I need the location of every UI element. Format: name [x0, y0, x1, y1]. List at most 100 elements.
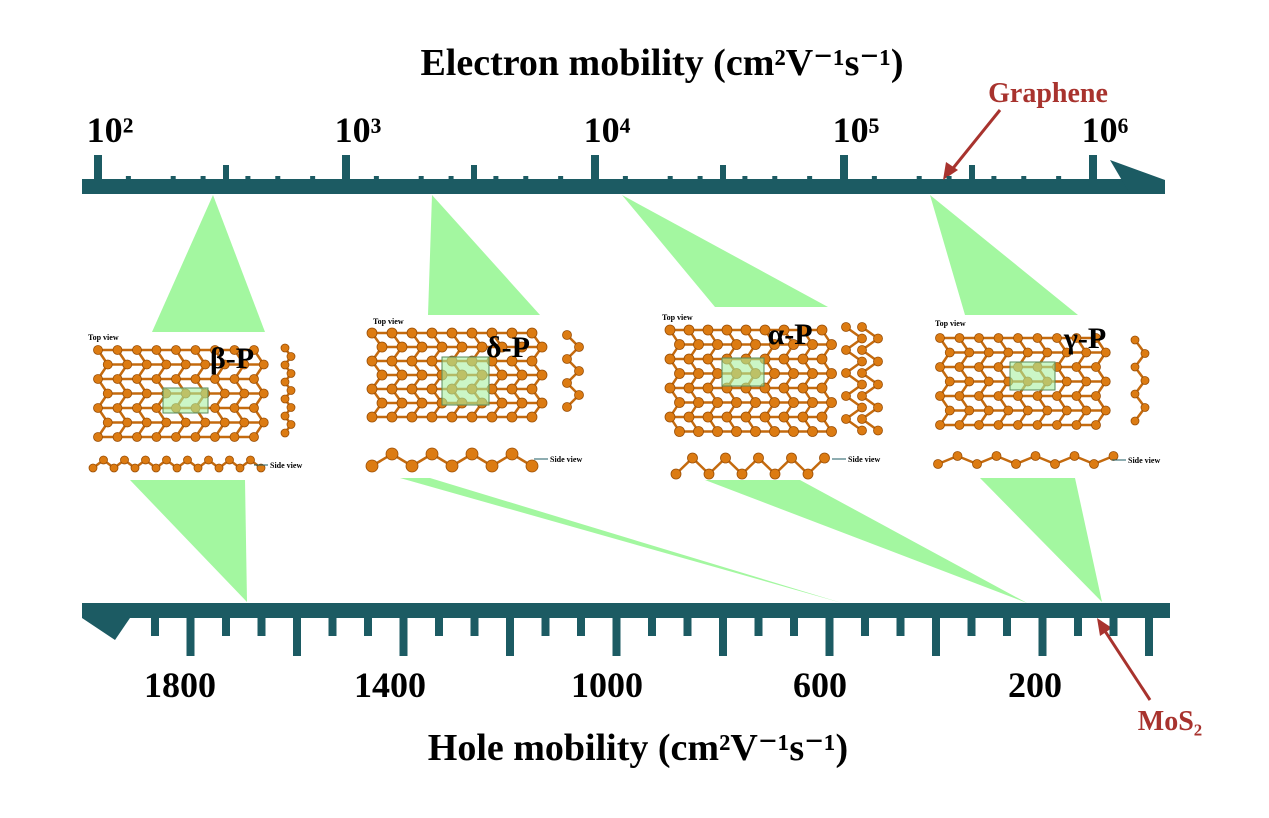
atom: [210, 345, 220, 355]
atom: [190, 374, 201, 384]
atom: [506, 411, 518, 423]
wedge: [622, 195, 828, 307]
atom: [841, 414, 851, 424]
major-tick: [1038, 618, 1047, 656]
top-tick-label: 10⁴: [584, 110, 631, 150]
atom: [712, 426, 723, 437]
atom: [816, 382, 828, 394]
atom: [1042, 405, 1053, 416]
unit-cell: [441, 356, 490, 406]
atom: [574, 342, 584, 352]
atom: [816, 411, 828, 423]
atom: [200, 359, 211, 370]
bottom-tick-label: 600: [793, 665, 847, 705]
major-tick: [1145, 618, 1153, 656]
atom: [210, 403, 220, 413]
major-tick: [342, 155, 350, 180]
atom: [1091, 391, 1101, 401]
atom: [536, 369, 548, 381]
atom: [721, 324, 733, 336]
atom: [802, 468, 814, 480]
small-tick: [493, 176, 499, 180]
atom: [386, 383, 398, 395]
atom: [1071, 420, 1082, 430]
small-tick: [742, 176, 748, 180]
atom: [256, 463, 266, 473]
atom: [151, 463, 161, 473]
atom: [674, 397, 685, 408]
atom: [935, 333, 945, 343]
material-label: γ-P: [1063, 322, 1106, 355]
small-tick: [373, 176, 379, 180]
wedge: [152, 195, 265, 332]
atom: [1130, 335, 1140, 345]
major-tick: [825, 618, 834, 656]
atom: [857, 322, 867, 332]
side-view-label: Side view: [1128, 456, 1160, 465]
atom: [396, 397, 408, 409]
atom: [1003, 405, 1014, 416]
atom: [1071, 333, 1082, 343]
major-tick: [932, 618, 940, 656]
atom: [161, 359, 172, 370]
atom: [93, 345, 103, 355]
atom: [132, 432, 142, 442]
bottom-tick-label: 1000: [571, 665, 643, 705]
atom: [190, 432, 201, 442]
axes: [82, 160, 1170, 640]
small-tick: [310, 176, 316, 180]
side-view-label: Side view: [848, 455, 880, 464]
atom: [964, 405, 975, 416]
atom: [525, 459, 539, 473]
atom: [683, 411, 695, 423]
atom: [141, 417, 152, 428]
atom: [258, 359, 269, 370]
unit-cell: [1009, 361, 1056, 391]
atom: [406, 355, 418, 367]
top-axis-arrow: [1110, 160, 1165, 194]
atom: [964, 376, 975, 387]
atom: [1069, 451, 1080, 461]
atom: [286, 403, 296, 412]
minor-tick: [790, 618, 798, 636]
atom: [769, 426, 780, 437]
atom: [674, 339, 685, 350]
atom: [229, 374, 240, 384]
atom: [486, 411, 498, 423]
atom: [286, 352, 296, 361]
atom: [1022, 405, 1033, 416]
atom: [416, 397, 428, 409]
atom: [664, 382, 676, 394]
minor-tick: [1003, 618, 1011, 636]
minor-tick: [896, 618, 905, 636]
atom: [964, 347, 975, 358]
atom: [210, 432, 220, 442]
atom: [366, 327, 378, 339]
atom: [239, 359, 250, 370]
atom: [219, 388, 230, 399]
atom: [797, 382, 809, 394]
atom: [826, 397, 837, 408]
atom: [396, 341, 408, 353]
small-tick: [1021, 176, 1027, 180]
atom: [505, 447, 519, 461]
atom: [526, 383, 538, 395]
atom: [99, 455, 108, 465]
atom: [857, 402, 867, 413]
atom: [740, 324, 752, 336]
atom: [485, 459, 499, 473]
atom: [446, 411, 458, 423]
arrow-head: [943, 162, 958, 180]
atom: [219, 417, 230, 428]
atom: [972, 459, 982, 469]
atom: [465, 447, 479, 461]
atom: [1022, 347, 1033, 358]
atom: [562, 378, 572, 388]
atom: [1130, 389, 1140, 399]
atom: [778, 353, 790, 365]
atom: [873, 425, 883, 436]
atom: [1130, 362, 1140, 372]
atom: [466, 411, 478, 423]
atom: [229, 432, 240, 442]
structure-panel: α-P Top view Side view: [662, 313, 883, 480]
